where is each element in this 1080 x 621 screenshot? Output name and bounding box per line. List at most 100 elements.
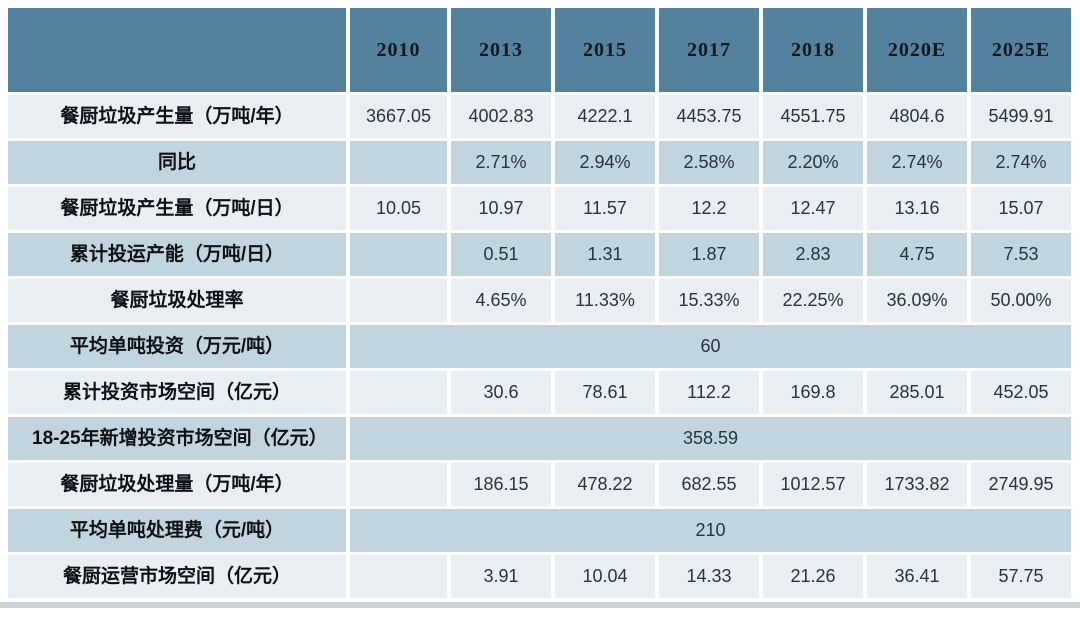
data-cell: 2.74% (971, 141, 1071, 184)
row-label: 累计投资市场空间（亿元） (8, 371, 346, 414)
data-cell: 0.51 (451, 233, 551, 276)
row-label-text: 同比 (157, 151, 196, 173)
table-row: 累计投运产能（万吨/日） 0.51 1.31 1.87 2.83 4.75 7.53 (8, 233, 1071, 276)
table-row: 平均单吨处理费（元/吨） 210 (8, 509, 1071, 552)
table-row: 餐厨运营市场空间（亿元） 3.91 10.04 14.33 21.26 36.41 57.7… (8, 555, 1071, 598)
row-label: 餐厨运营市场空间（亿元） (8, 555, 346, 598)
data-cell: 2.71% (451, 141, 551, 184)
row-label-text: 平均单吨投资（万元/吨） (69, 335, 285, 357)
data-cell (350, 233, 447, 276)
table-row: 餐厨垃圾处理率 4.65% 11.33% 15.33% 22.25% 36.09% 50.0… (8, 279, 1071, 322)
data-cell (350, 371, 447, 414)
data-cell: 5499.91 (971, 95, 1071, 138)
table-row: 累计投资市场空间（亿元） 30.6 78.61 112.2 169.8 285.01 452… (8, 371, 1071, 414)
row-label-text: 餐厨运营市场空间（亿元） (62, 565, 291, 587)
row-label-text: 餐厨垃圾处理率 (110, 289, 244, 311)
data-cell: 10.05 (350, 187, 447, 230)
data-cell: 285.01 (867, 371, 967, 414)
data-cell: 4002.83 (451, 95, 551, 138)
data-cell: 4222.1 (555, 95, 655, 138)
row-label-text: 累计投资市场空间（亿元） (62, 381, 291, 403)
data-cell: 78.61 (555, 371, 655, 414)
data-cell: 12.2 (659, 187, 759, 230)
row-label: 平均单吨投资（万元/吨） (8, 325, 346, 368)
table-row: 平均单吨投资（万元/吨） 60 (8, 325, 1071, 368)
table-row: 餐厨垃圾处理量（万吨/年） 186.15 478.22 682.55 1012.57 17… (8, 463, 1071, 506)
data-cell: 682.55 (659, 463, 759, 506)
data-cell: 15.33% (659, 279, 759, 322)
row-label-text: 累计投运产能（万吨/日） (69, 243, 285, 265)
table-row: 18-25年新增投资市场空间（亿元） 358.59 (8, 417, 1071, 460)
data-cell: 22.25% (763, 279, 863, 322)
year-column-header: 2013 (451, 8, 551, 92)
data-cell: 4453.75 (659, 95, 759, 138)
data-cell: 11.33% (555, 279, 655, 322)
table-row: 餐厨垃圾产生量（万吨/年） 3667.05 4002.83 4222.1 4453.75… (8, 95, 1071, 138)
row-label: 平均单吨处理费（元/吨） (8, 509, 346, 552)
data-cell (350, 555, 447, 598)
row-label: 餐厨垃圾处理率 (8, 279, 346, 322)
data-cell: 7.53 (971, 233, 1071, 276)
data-cell: 13.16 (867, 187, 967, 230)
data-cell: 1733.82 (867, 463, 967, 506)
merged-data-cell: 210 (350, 509, 1071, 552)
kitchen-waste-table-page: 2010 2013 2015 2017 2018 2020E 2025E 餐厨垃圾产生量（万… (4, 5, 1075, 601)
table-row: 餐厨垃圾产生量（万吨/日） 10.05 10.97 11.57 12.2 12.47 13.… (8, 187, 1071, 230)
data-cell: 169.8 (763, 371, 863, 414)
header-corner-cell (8, 8, 346, 92)
row-label-text: 餐厨垃圾产生量（万吨/日） (60, 197, 294, 219)
data-cell: 2.94% (555, 141, 655, 184)
data-cell: 1.31 (555, 233, 655, 276)
data-cell: 30.6 (451, 371, 551, 414)
row-label: 餐厨垃圾产生量（万吨/日） (8, 187, 346, 230)
data-cell: 478.22 (555, 463, 655, 506)
data-cell: 4551.75 (763, 95, 863, 138)
table-body: 餐厨垃圾产生量（万吨/年） 3667.05 4002.83 4222.1 4453.75… (8, 95, 1071, 598)
row-label: 累计投运产能（万吨/日） (8, 233, 346, 276)
data-cell: 2.74% (867, 141, 967, 184)
data-cell: 10.97 (451, 187, 551, 230)
data-cell: 4804.6 (867, 95, 967, 138)
year-column-header: 2018 (763, 8, 863, 92)
year-column-header: 2017 (659, 8, 759, 92)
row-label: 同比 (8, 141, 346, 184)
data-cell: 14.33 (659, 555, 759, 598)
row-label-text: 18-25年新增投资市场空间（亿元） (32, 427, 328, 449)
row-label-text: 平均单吨处理费（元/吨） (69, 519, 285, 541)
data-cell: 11.57 (555, 187, 655, 230)
data-cell: 112.2 (659, 371, 759, 414)
data-cell: 12.47 (763, 187, 863, 230)
data-cell: 186.15 (451, 463, 551, 506)
data-cell: 4.75 (867, 233, 967, 276)
data-cell: 1.87 (659, 233, 759, 276)
row-label-text: 餐厨垃圾处理量（万吨/年） (60, 473, 294, 495)
data-cell: 3.91 (451, 555, 551, 598)
row-label-text: 餐厨垃圾产生量（万吨/年） (60, 105, 294, 127)
data-cell: 57.75 (971, 555, 1071, 598)
merged-data-cell: 358.59 (350, 417, 1071, 460)
data-cell: 1012.57 (763, 463, 863, 506)
data-cell: 36.41 (867, 555, 967, 598)
year-column-header: 2015 (555, 8, 655, 92)
table-header-row: 2010 2013 2015 2017 2018 2020E 2025E (8, 8, 1071, 92)
data-cell: 36.09% (867, 279, 967, 322)
data-cell: 50.00% (971, 279, 1071, 322)
row-label: 18-25年新增投资市场空间（亿元） (8, 417, 346, 460)
table-bottom-edge (0, 602, 1080, 608)
data-cell: 2749.95 (971, 463, 1071, 506)
year-column-header: 2010 (350, 8, 447, 92)
data-cell: 2.83 (763, 233, 863, 276)
row-label: 餐厨垃圾产生量（万吨/年） (8, 95, 346, 138)
data-cell: 10.04 (555, 555, 655, 598)
kitchen-waste-data-table: 2010 2013 2015 2017 2018 2020E 2025E 餐厨垃圾产生量（万… (4, 5, 1075, 601)
data-cell: 21.26 (763, 555, 863, 598)
merged-data-cell: 60 (350, 325, 1071, 368)
data-cell: 2.20% (763, 141, 863, 184)
data-cell (350, 141, 447, 184)
data-cell: 4.65% (451, 279, 551, 322)
table-row: 同比 2.71% 2.94% 2.58% 2.20% 2.74% 2.74% (8, 141, 1071, 184)
data-cell: 2.58% (659, 141, 759, 184)
data-cell (350, 279, 447, 322)
year-column-header: 2025E (971, 8, 1071, 92)
data-cell: 452.05 (971, 371, 1071, 414)
